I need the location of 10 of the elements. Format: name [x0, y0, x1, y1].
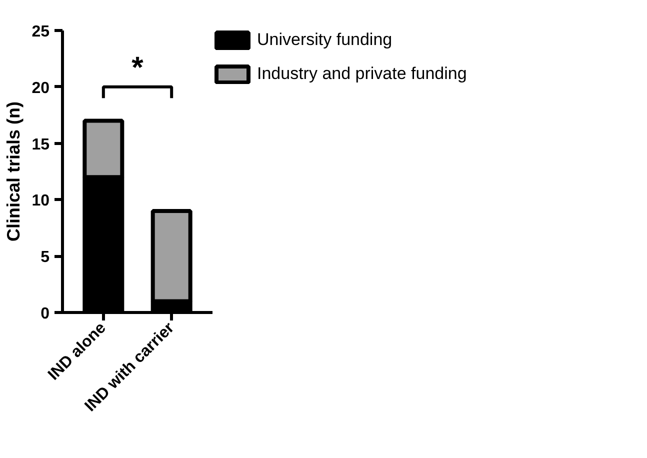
y-tick-label: 20 [32, 80, 50, 97]
y-tick-label: 25 [32, 24, 50, 40]
y-tick-label: 15 [32, 136, 50, 154]
y-tick-label: 10 [32, 192, 50, 210]
y-tick-label: 0 [40, 306, 50, 322]
annotation: * [132, 52, 144, 85]
y-tick-label: 5 [40, 249, 50, 266]
legend-label: University funding [257, 30, 392, 50]
y-axis-title: Clinical trials (n) [4, 101, 24, 242]
legend-label: Industry and private funding [257, 64, 467, 84]
